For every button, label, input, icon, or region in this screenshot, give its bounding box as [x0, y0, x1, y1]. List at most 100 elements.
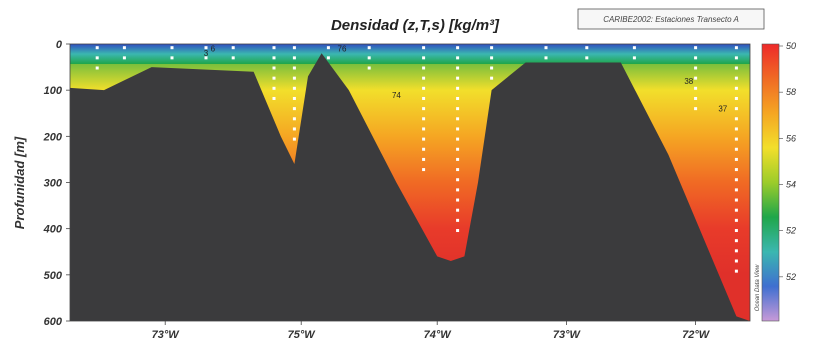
- station-label: 74: [392, 91, 401, 100]
- y-tick-label: 200: [43, 131, 63, 143]
- station-sample: [272, 76, 276, 80]
- station-sample: [422, 76, 426, 80]
- station-sample: [734, 188, 738, 192]
- station-sample: [272, 86, 276, 90]
- station-sample: [734, 76, 738, 80]
- station-sample: [456, 107, 460, 111]
- station-column: [585, 46, 589, 60]
- station-column: [292, 46, 296, 141]
- station-sample: [422, 117, 426, 121]
- station-sample: [490, 46, 494, 50]
- station-sample: [585, 56, 589, 60]
- station-sample: [490, 76, 494, 80]
- station-sample: [456, 56, 460, 60]
- station-column: [422, 46, 426, 172]
- colorbar-ticks: 50 58 56 54 52 52: [779, 41, 796, 282]
- station-column: [170, 46, 174, 60]
- station-sample: [422, 46, 426, 50]
- y-tick-label: 0: [56, 39, 63, 51]
- station-sample: [367, 56, 371, 60]
- station-sample: [694, 66, 698, 70]
- station-sample: [292, 107, 296, 111]
- station-sample: [95, 46, 99, 50]
- seafloor-bathymetry: [70, 53, 750, 321]
- y-tick-label: 300: [44, 178, 63, 190]
- station-column: [231, 46, 235, 60]
- station-sample: [456, 229, 460, 233]
- station-column: [490, 46, 494, 80]
- colorbar-bar: [761, 43, 780, 322]
- station-sample: [456, 157, 460, 161]
- legend-label: CARIBE2002: Estaciones Transecto A: [603, 15, 739, 24]
- station-sample: [326, 56, 330, 60]
- station-column: [456, 46, 460, 233]
- station-sample: [490, 66, 494, 70]
- station-sample: [734, 127, 738, 131]
- station-sample: [734, 46, 738, 50]
- station-sample: [292, 96, 296, 100]
- x-axis-ticks: 73°W 75°W 74°W 73°W 72°W: [152, 321, 711, 341]
- station-label: 76: [338, 45, 347, 54]
- station-sample: [734, 178, 738, 182]
- station-column: [326, 46, 330, 60]
- colorbar-tick-label: 58: [786, 87, 796, 97]
- station-sample: [734, 229, 738, 233]
- station-sample: [734, 107, 738, 111]
- station-label: 37: [718, 105, 727, 114]
- station-sample: [456, 188, 460, 192]
- station-sample: [292, 86, 296, 90]
- station-sample: [456, 198, 460, 202]
- station-sample: [734, 208, 738, 212]
- station-label: 38: [684, 77, 693, 86]
- station-sample: [694, 76, 698, 80]
- station-sample: [422, 56, 426, 60]
- station-sample: [734, 218, 738, 222]
- station-sample: [694, 86, 698, 90]
- station-sample: [95, 56, 99, 60]
- station-sample: [632, 56, 636, 60]
- station-sample: [422, 86, 426, 90]
- station-labels: 63 76 74 38 37: [204, 45, 728, 114]
- station-sample: [326, 46, 330, 50]
- station-sample: [231, 56, 235, 60]
- station-sample: [694, 107, 698, 111]
- station-column: [95, 46, 99, 70]
- station-sample: [292, 46, 296, 50]
- station-sample: [734, 168, 738, 172]
- station-sample: [734, 157, 738, 161]
- x-tick-label: 74°W: [424, 329, 453, 341]
- station-sample: [456, 137, 460, 141]
- station-sample: [204, 46, 208, 50]
- station-sample: [456, 76, 460, 80]
- station-sample: [122, 46, 126, 50]
- station-sample: [734, 137, 738, 141]
- station-sample: [367, 46, 371, 50]
- station-sample: [456, 86, 460, 90]
- station-sample: [544, 46, 548, 50]
- y-tick-label: 100: [44, 85, 63, 97]
- x-tick-label: 73°W: [152, 329, 181, 341]
- station-sample: [734, 239, 738, 243]
- station-sample: [456, 218, 460, 222]
- station-sample: [95, 66, 99, 70]
- station-sample: [422, 157, 426, 161]
- station-label: 6: [211, 45, 216, 54]
- station-sample: [734, 269, 738, 273]
- station-sample: [422, 168, 426, 172]
- station-column: [544, 46, 548, 60]
- surface-layer: [70, 44, 750, 64]
- station-column: [204, 46, 208, 60]
- station-sample: [694, 96, 698, 100]
- colorbar-caption: Ocean Data View: [755, 264, 761, 311]
- station-sample: [272, 46, 276, 50]
- station-sample: [734, 147, 738, 151]
- station-sample: [456, 178, 460, 182]
- station-sample: [490, 56, 494, 60]
- station-sample: [204, 56, 208, 60]
- station-sample: [456, 168, 460, 172]
- station-sample: [272, 66, 276, 70]
- x-tick-label: 72°W: [682, 329, 711, 341]
- colorbar-tick-label: 56: [786, 133, 796, 143]
- station-sample: [422, 66, 426, 70]
